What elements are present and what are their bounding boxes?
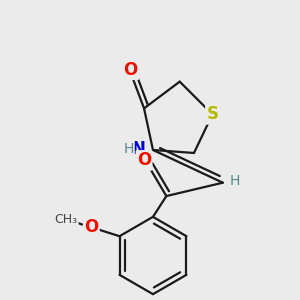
Text: O: O: [124, 61, 138, 79]
Text: S: S: [206, 105, 218, 123]
Text: H: H: [230, 174, 240, 188]
Text: CH₃: CH₃: [54, 213, 78, 226]
Text: O: O: [84, 218, 98, 236]
Text: H: H: [123, 142, 134, 155]
Text: O: O: [137, 152, 151, 169]
Text: N: N: [132, 140, 145, 158]
